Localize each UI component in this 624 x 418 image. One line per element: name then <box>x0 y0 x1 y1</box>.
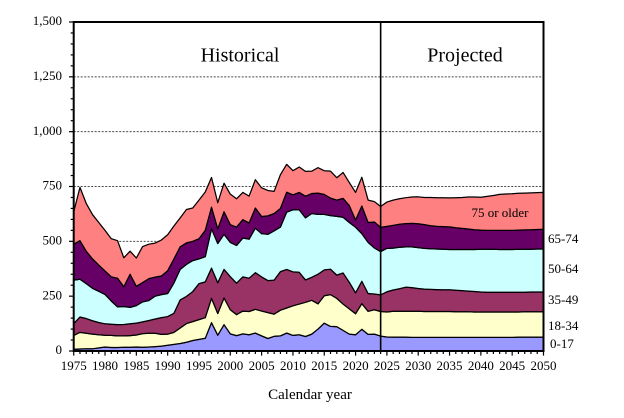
svg-text:Calendar year: Calendar year <box>268 387 352 403</box>
svg-text:0-17: 0-17 <box>550 336 574 351</box>
svg-text:2010: 2010 <box>280 358 306 373</box>
svg-text:1,000: 1,000 <box>33 123 62 138</box>
svg-text:1,500: 1,500 <box>33 13 62 28</box>
svg-text:1995: 1995 <box>186 358 212 373</box>
svg-text:50-64: 50-64 <box>548 261 579 276</box>
svg-text:2020: 2020 <box>343 358 369 373</box>
svg-text:0: 0 <box>56 342 63 357</box>
svg-text:1975: 1975 <box>61 358 87 373</box>
svg-text:1980: 1980 <box>92 358 118 373</box>
svg-text:250: 250 <box>43 287 63 302</box>
svg-text:2005: 2005 <box>249 358 275 373</box>
svg-text:75 or older: 75 or older <box>471 205 529 220</box>
svg-text:Historical: Historical <box>201 45 280 67</box>
svg-text:2030: 2030 <box>405 358 431 373</box>
svg-text:2045: 2045 <box>499 358 525 373</box>
svg-text:2000: 2000 <box>217 358 243 373</box>
svg-text:2025: 2025 <box>374 358 400 373</box>
svg-text:1,250: 1,250 <box>33 68 62 83</box>
svg-text:2035: 2035 <box>437 358 463 373</box>
svg-text:500: 500 <box>43 233 63 248</box>
svg-text:1985: 1985 <box>123 358 149 373</box>
svg-text:35-49: 35-49 <box>548 292 578 307</box>
svg-text:2050: 2050 <box>531 358 557 373</box>
svg-text:1990: 1990 <box>155 358 181 373</box>
svg-text:750: 750 <box>43 178 63 193</box>
svg-text:Projected: Projected <box>427 45 503 67</box>
svg-text:18-34: 18-34 <box>548 318 579 333</box>
svg-text:2040: 2040 <box>468 358 494 373</box>
svg-text:2015: 2015 <box>311 358 337 373</box>
svg-text:65-74: 65-74 <box>548 231 579 246</box>
